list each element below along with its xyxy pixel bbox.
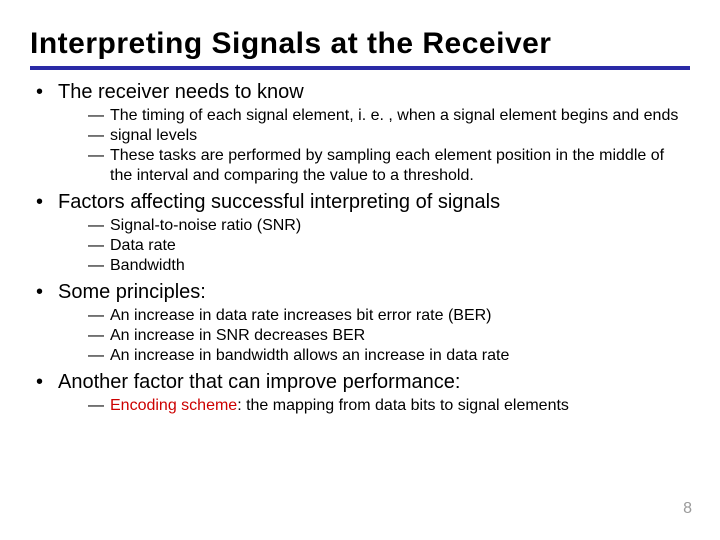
sub-item: signal levels [88,126,690,146]
bullet-text: Some principles: [58,281,206,303]
sub-text: Bandwidth [110,257,185,274]
sub-item: Bandwidth [88,256,690,276]
sub-item: The timing of each signal element, i. e.… [88,106,690,126]
sub-item: Data rate [88,236,690,256]
highlight-text: Encoding scheme [110,397,237,414]
sub-item: An increase in data rate increases bit e… [88,306,690,326]
sub-item: An increase in bandwidth allows an incre… [88,346,690,366]
sub-text: An increase in SNR decreases BER [110,327,365,344]
sub-text: Data rate [110,237,176,254]
bullet-text: Factors affecting successful interpretin… [58,191,500,213]
sub-item: Encoding scheme: the mapping from data b… [88,396,690,416]
sub-text: These tasks are performed by sampling ea… [110,147,664,184]
slide: Interpreting Signals at the Receiver The… [0,0,720,540]
slide-title: Interpreting Signals at the Receiver [30,28,690,60]
bullet-item: Factors affecting successful interpretin… [30,190,690,276]
bullet-list: The receiver needs to know The timing of… [30,80,690,416]
sub-text: Signal-to-noise ratio (SNR) [110,217,301,234]
sub-item: These tasks are performed by sampling ea… [88,146,690,186]
bullet-text: Another factor that can improve performa… [58,371,460,393]
bullet-item: Some principles: An increase in data rat… [30,280,690,366]
bullet-text: The receiver needs to know [58,81,304,103]
sub-text: Encoding scheme: the mapping from data b… [110,397,569,414]
sub-item: Signal-to-noise ratio (SNR) [88,216,690,236]
sub-text: The timing of each signal element, i. e.… [110,107,678,124]
sub-text-tail: : the mapping from data bits to signal e… [237,397,569,414]
title-rule [30,66,690,70]
bullet-item: The receiver needs to know The timing of… [30,80,690,186]
sub-list: Encoding scheme: the mapping from data b… [58,396,690,416]
sub-item: An increase in SNR decreases BER [88,326,690,346]
bullet-item: Another factor that can improve performa… [30,370,690,416]
sub-text: signal levels [110,127,197,144]
sub-list: An increase in data rate increases bit e… [58,306,690,366]
sub-text: An increase in data rate increases bit e… [110,307,492,324]
sub-list: Signal-to-noise ratio (SNR) Data rate Ba… [58,216,690,276]
sub-list: The timing of each signal element, i. e.… [58,106,690,186]
page-number: 8 [683,500,692,518]
sub-text: An increase in bandwidth allows an incre… [110,347,509,364]
